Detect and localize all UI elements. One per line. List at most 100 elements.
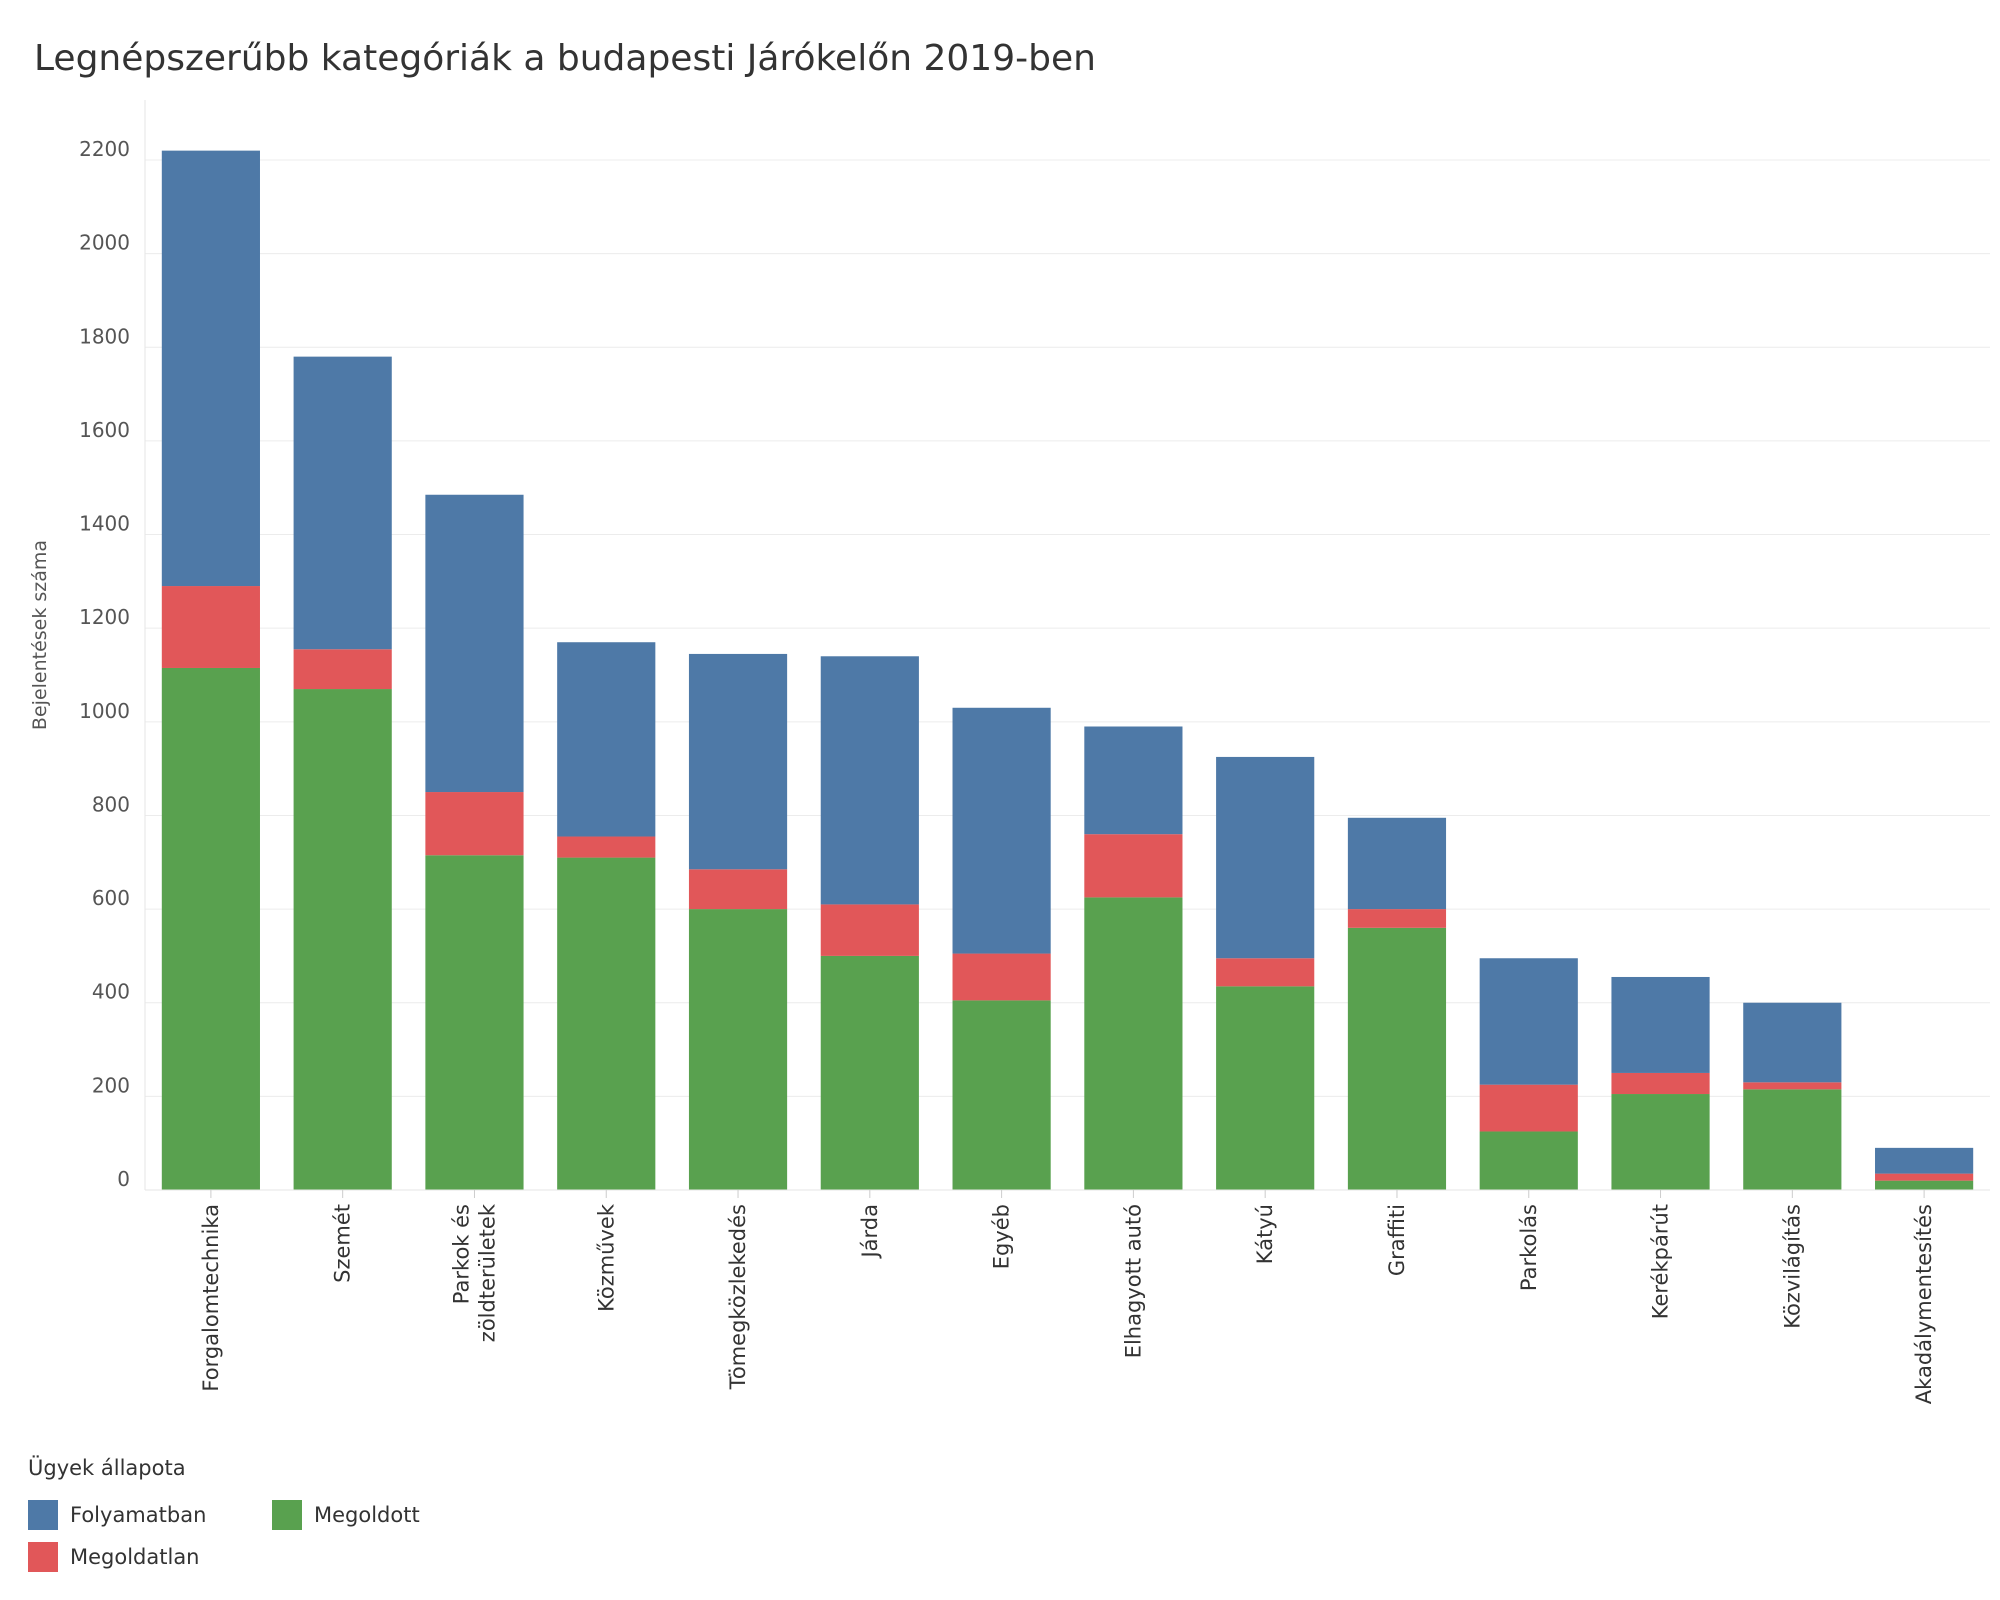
bar-segment-folyamatban[interactable] [293,356,392,650]
y-tick-label: 400 [92,980,130,1004]
bar-segment-megoldatlan[interactable] [1875,1173,1974,1181]
bar-segment-megoldatlan[interactable] [425,792,524,856]
x-tick-label: Parkok észöldterületek [449,1203,499,1342]
x-tick-label: Kerékpárút [1649,1204,1673,1319]
legend-label-folyamatban: Folyamatban [70,1503,207,1527]
bar-segment-folyamatban[interactable] [1611,976,1710,1073]
y-tick-label: 2200 [79,137,130,161]
x-tick-label: Forgalomtechnika [199,1204,223,1392]
legend-swatch-megoldott [272,1500,302,1530]
x-tick-label-line: Parkok és [449,1204,473,1304]
x-tick-label-line: Forgalomtechnika [199,1204,223,1392]
x-tick-label: Tömegközlekedés [726,1204,750,1390]
x-tick-label: Elhagyott autó [1121,1204,1145,1358]
bar-segment-megoldott[interactable] [1084,897,1183,1190]
bar-segment-folyamatban[interactable] [1347,817,1447,910]
bar-segment-folyamatban[interactable] [1216,756,1315,959]
bar-segment-folyamatban[interactable] [557,642,656,837]
bar-segment-megoldatlan[interactable] [293,649,392,690]
y-tick-label: 1800 [79,324,130,348]
x-tick-label-line: Kátyú [1253,1204,1277,1264]
bar-segment-megoldatlan[interactable] [1479,1084,1578,1132]
x-tick-label: Közművek [594,1203,618,1312]
x-tick-label-line: zöldterületek [475,1203,499,1342]
bar-segment-megoldatlan[interactable] [1084,834,1183,898]
y-tick-label: 1200 [79,605,130,629]
x-tick-label-line: Tömegközlekedés [726,1204,750,1390]
bar-segment-megoldott[interactable] [1611,1094,1710,1190]
bar-segment-megoldatlan[interactable] [688,869,788,910]
bar-segment-folyamatban[interactable] [1743,1002,1842,1083]
y-tick-label: 2000 [79,231,130,255]
y-axis-title: Bejelentések száma [29,540,51,730]
bar-segment-folyamatban[interactable] [1479,958,1578,1085]
legend-item-folyamatban[interactable]: Folyamatban [28,1500,206,1530]
y-tick-label: 1600 [79,418,130,442]
bar-segment-megoldatlan[interactable] [820,904,919,956]
x-tick-label: Parkolás [1517,1204,1541,1291]
legend-swatch-megoldatlan [28,1542,58,1572]
legend-swatch-folyamatban [28,1500,58,1530]
bar-segment-megoldott[interactable] [1347,927,1447,1190]
bar-segment-megoldott[interactable] [1743,1089,1842,1190]
bar-segment-megoldott[interactable] [293,689,392,1190]
y-tick-label: 800 [92,792,130,816]
x-tick-label: Közvilágítás [1780,1204,1804,1329]
y-tick-label: 200 [92,1073,130,1097]
x-tick-label: Kátyú [1253,1204,1277,1264]
y-tick-label: 1400 [79,512,130,536]
bar-segment-megoldatlan[interactable] [952,953,1051,1001]
x-tick-label-line: Kerékpárút [1649,1204,1673,1319]
bar-segment-folyamatban[interactable] [1084,726,1183,835]
gridlines [145,159,1990,1191]
bar-segment-megoldatlan[interactable] [557,836,656,858]
bar-segment-megoldatlan[interactable] [161,586,260,668]
x-tick-label-line: Járda [858,1204,882,1260]
x-tick-label: Graffiti [1385,1204,1409,1276]
bar-segment-megoldott[interactable] [820,955,919,1190]
bar-segment-megoldatlan[interactable] [1216,958,1315,987]
legend-item-megoldott[interactable]: Megoldott [272,1500,420,1530]
x-tick-label: Akadálymentesítés [1912,1204,1936,1404]
y-axis: 0 200 400 600 800 1000 1200 1400 1600 1800 2000 220… [79,100,146,1191]
bar-segment-megoldott[interactable] [1216,986,1315,1190]
x-tick-label-line: Graffiti [1385,1204,1409,1276]
x-tick-label-line: Akadálymentesítés [1912,1204,1936,1404]
x-tick-label: Szemét [331,1204,355,1283]
bar-segment-megoldatlan[interactable] [1743,1082,1842,1090]
bar-segment-megoldatlan[interactable] [1347,909,1447,928]
x-tick-label-line: Parkolás [1517,1204,1541,1291]
x-tick-label-line: Közművek [594,1203,618,1312]
legend-title: Ügyek állapota [28,1456,186,1480]
bar-segment-megoldott[interactable] [161,667,260,1190]
x-tick-label-line: Elhagyott autó [1121,1204,1145,1358]
bar-segment-folyamatban[interactable] [820,656,919,905]
bar-segment-folyamatban[interactable] [952,707,1051,954]
y-tick-label: 0 [117,1167,130,1191]
legend: Ügyek állapota Folyamatban Megoldott Meg… [28,1456,420,1572]
bar-segment-megoldott[interactable] [1875,1180,1974,1190]
legend-label-megoldatlan: Megoldatlan [70,1545,200,1569]
bar-segment-folyamatban[interactable] [161,150,260,587]
bar-segment-folyamatban[interactable] [1875,1147,1974,1174]
legend-item-megoldatlan[interactable]: Megoldatlan [28,1542,200,1572]
legend-label-megoldott: Megoldott [314,1503,420,1527]
y-tick-label: 1000 [79,699,130,723]
x-tick-label: Egyéb [990,1204,1014,1269]
bar-segment-megoldott[interactable] [688,909,788,1190]
y-tick-label: 600 [92,886,130,910]
x-tick-label-line: Közvilágítás [1780,1204,1804,1329]
x-axis: Forgalomtechnika Szemét Parkok észöldterül… [145,1189,1990,1404]
x-tick-label-line: Szemét [331,1204,355,1283]
bars [161,150,1974,1190]
bar-segment-megoldatlan[interactable] [1611,1072,1710,1095]
x-tick-label: Járda [858,1204,882,1260]
chart-title: Legnépszerűbb kategóriák a budapesti Jár… [34,38,1096,79]
bar-segment-folyamatban[interactable] [688,653,788,870]
bar-segment-megoldott[interactable] [425,855,524,1190]
bar-segment-megoldott[interactable] [1479,1131,1578,1190]
bar-segment-megoldott[interactable] [952,1000,1051,1190]
bar-segment-folyamatban[interactable] [425,494,524,793]
bar-segment-megoldott[interactable] [557,857,656,1190]
